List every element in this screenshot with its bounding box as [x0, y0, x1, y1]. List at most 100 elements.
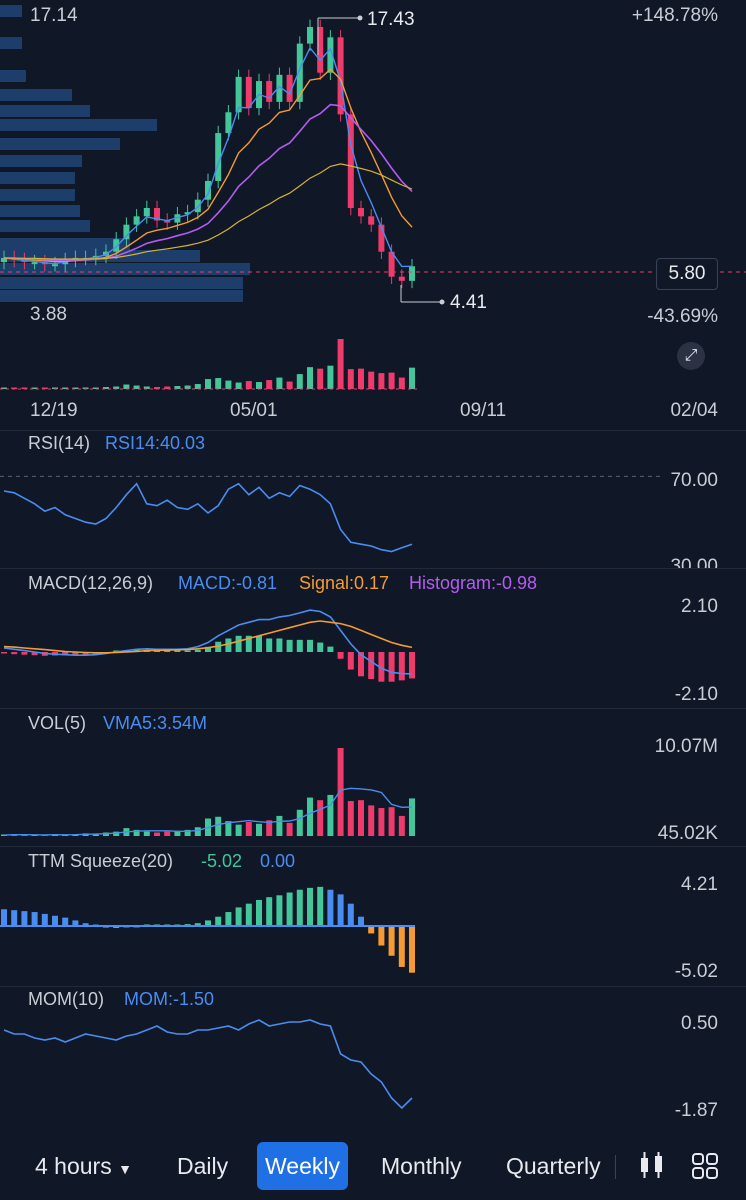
- candle-body: [215, 133, 222, 181]
- volume-bar: [154, 832, 160, 836]
- volume-bar: [327, 794, 334, 836]
- volume-bar-small: [143, 386, 150, 389]
- ttm-title: TTM Squeeze(20): [28, 851, 174, 871]
- timeframe-monthly[interactable]: Monthly: [381, 1153, 462, 1179]
- ttm-histogram-bar: [72, 920, 79, 926]
- ttm-histogram-bar: [296, 889, 303, 926]
- date-label-2: 05/01: [230, 400, 278, 421]
- candle-body: [286, 74, 293, 102]
- volume-bar: [378, 808, 385, 836]
- volume-bar-small: [235, 382, 242, 389]
- macd-histogram-bar: [296, 639, 303, 652]
- macd-histogram-bar: [409, 652, 415, 679]
- volume-bar-small: [378, 373, 385, 389]
- volume-profile-bar: [0, 172, 75, 184]
- ttm-histogram-bar: [286, 892, 293, 926]
- volume-bar-small: [266, 380, 273, 389]
- volume-bar-small: [368, 371, 375, 389]
- volume-bar: [256, 823, 262, 836]
- candle-body: [337, 37, 344, 115]
- macd-histogram-bar: [256, 635, 262, 652]
- ttm-upper: 4.21: [681, 874, 718, 895]
- timeframe-weekly[interactable]: Weekly: [257, 1142, 348, 1190]
- macd-histogram-bar: [184, 650, 191, 652]
- volume-bar: [164, 831, 171, 836]
- rsi-title: RSI(14): [28, 433, 91, 453]
- volume-bar-small: [82, 387, 89, 389]
- macd-title: MACD(12,26,9): [28, 573, 154, 593]
- vol-title: VOL(5): [28, 713, 87, 733]
- volume-bar: [225, 821, 232, 836]
- volume-bar: [388, 807, 395, 836]
- macd-histogram-bar: [31, 652, 38, 656]
- volume-bar-small: [113, 386, 120, 389]
- volume-profile-bar: [0, 89, 72, 101]
- ttm-value-2: 0.00: [260, 851, 296, 871]
- divider: [615, 1155, 616, 1179]
- candle-body: [123, 224, 130, 240]
- volume-bar: [92, 833, 99, 836]
- candle-body: [347, 114, 354, 209]
- vol-lower: 45.02K: [657, 823, 718, 844]
- candle-body: [235, 76, 242, 113]
- ttm-histogram-bar: [225, 912, 232, 926]
- volume-profile-bar: [0, 189, 75, 201]
- macd-histogram-bar: [235, 635, 242, 652]
- macd-upper: 2.10: [681, 596, 718, 617]
- macd-histogram-bar: [266, 638, 273, 652]
- ttm-histogram-bar: [215, 916, 222, 926]
- volume-bar: [143, 831, 150, 836]
- ttm-histogram-bar: [1, 909, 7, 926]
- grid-menu-icon[interactable]: [690, 1150, 720, 1189]
- volume-profile-bar: [0, 5, 22, 17]
- candle-body: [154, 208, 160, 221]
- candlestick-icon[interactable]: [637, 1150, 667, 1189]
- volume-bar-small: [164, 386, 171, 389]
- timeframe-quarterly[interactable]: Quarterly: [506, 1153, 601, 1179]
- macd-line: [3, 609, 413, 675]
- volume-bar-small: [205, 379, 211, 389]
- mom-upper: 0.50: [681, 1013, 718, 1034]
- candle-body: [184, 212, 191, 215]
- candle-body: [296, 43, 303, 102]
- volume-bar: [347, 801, 354, 836]
- candle-body: [174, 214, 181, 223]
- volume-bar: [276, 815, 283, 836]
- macd-histogram-bar: [21, 652, 28, 655]
- macd-lower: -2.10: [674, 684, 718, 705]
- ttm-lower: -5.02: [674, 961, 718, 982]
- max-change-label: +148.78%: [631, 5, 718, 26]
- macd-histogram-bar: [11, 652, 18, 655]
- ttm-histogram-bar: [235, 907, 242, 926]
- timeframe-daily[interactable]: Daily: [177, 1153, 229, 1179]
- timeframe-4h-dropdown[interactable]: 4 hours ▼: [35, 1142, 132, 1190]
- ttm-histogram-bar: [276, 895, 283, 926]
- mom-title: MOM(10): [28, 989, 104, 1009]
- expand-icon[interactable]: ⤢: [677, 342, 705, 370]
- price-high-label: 17.14: [30, 5, 78, 26]
- macd-histogram-bar: [1, 652, 7, 654]
- volume-bar: [286, 822, 293, 836]
- ttm-histogram-bar: [317, 886, 324, 926]
- timeframe-4h-label: 4 hours: [35, 1153, 112, 1179]
- candle-body: [409, 266, 415, 281]
- ttm-histogram-bar: [266, 897, 273, 926]
- mom-value: MOM:-1.50: [124, 989, 215, 1009]
- candle-body: [164, 220, 171, 223]
- macd-histogram-bar: [317, 642, 324, 652]
- volume-profile-bar: [0, 105, 90, 117]
- volume-bar-small: [327, 365, 334, 389]
- rsi-value: RSI14:40.03: [105, 433, 206, 453]
- volume-bar: [184, 829, 191, 836]
- ttm-histogram-bar: [307, 887, 313, 926]
- candle-body: [225, 112, 232, 134]
- volume-profile-bar: [0, 220, 90, 232]
- volume-bar-small: [1, 387, 7, 389]
- date-label-4: 02/04: [670, 400, 718, 421]
- volume-profile-bar: [0, 119, 157, 131]
- volume-bar: [337, 748, 344, 836]
- volume-bar: [368, 805, 375, 836]
- volume-bar-small: [256, 382, 262, 389]
- volume-bar: [358, 800, 364, 836]
